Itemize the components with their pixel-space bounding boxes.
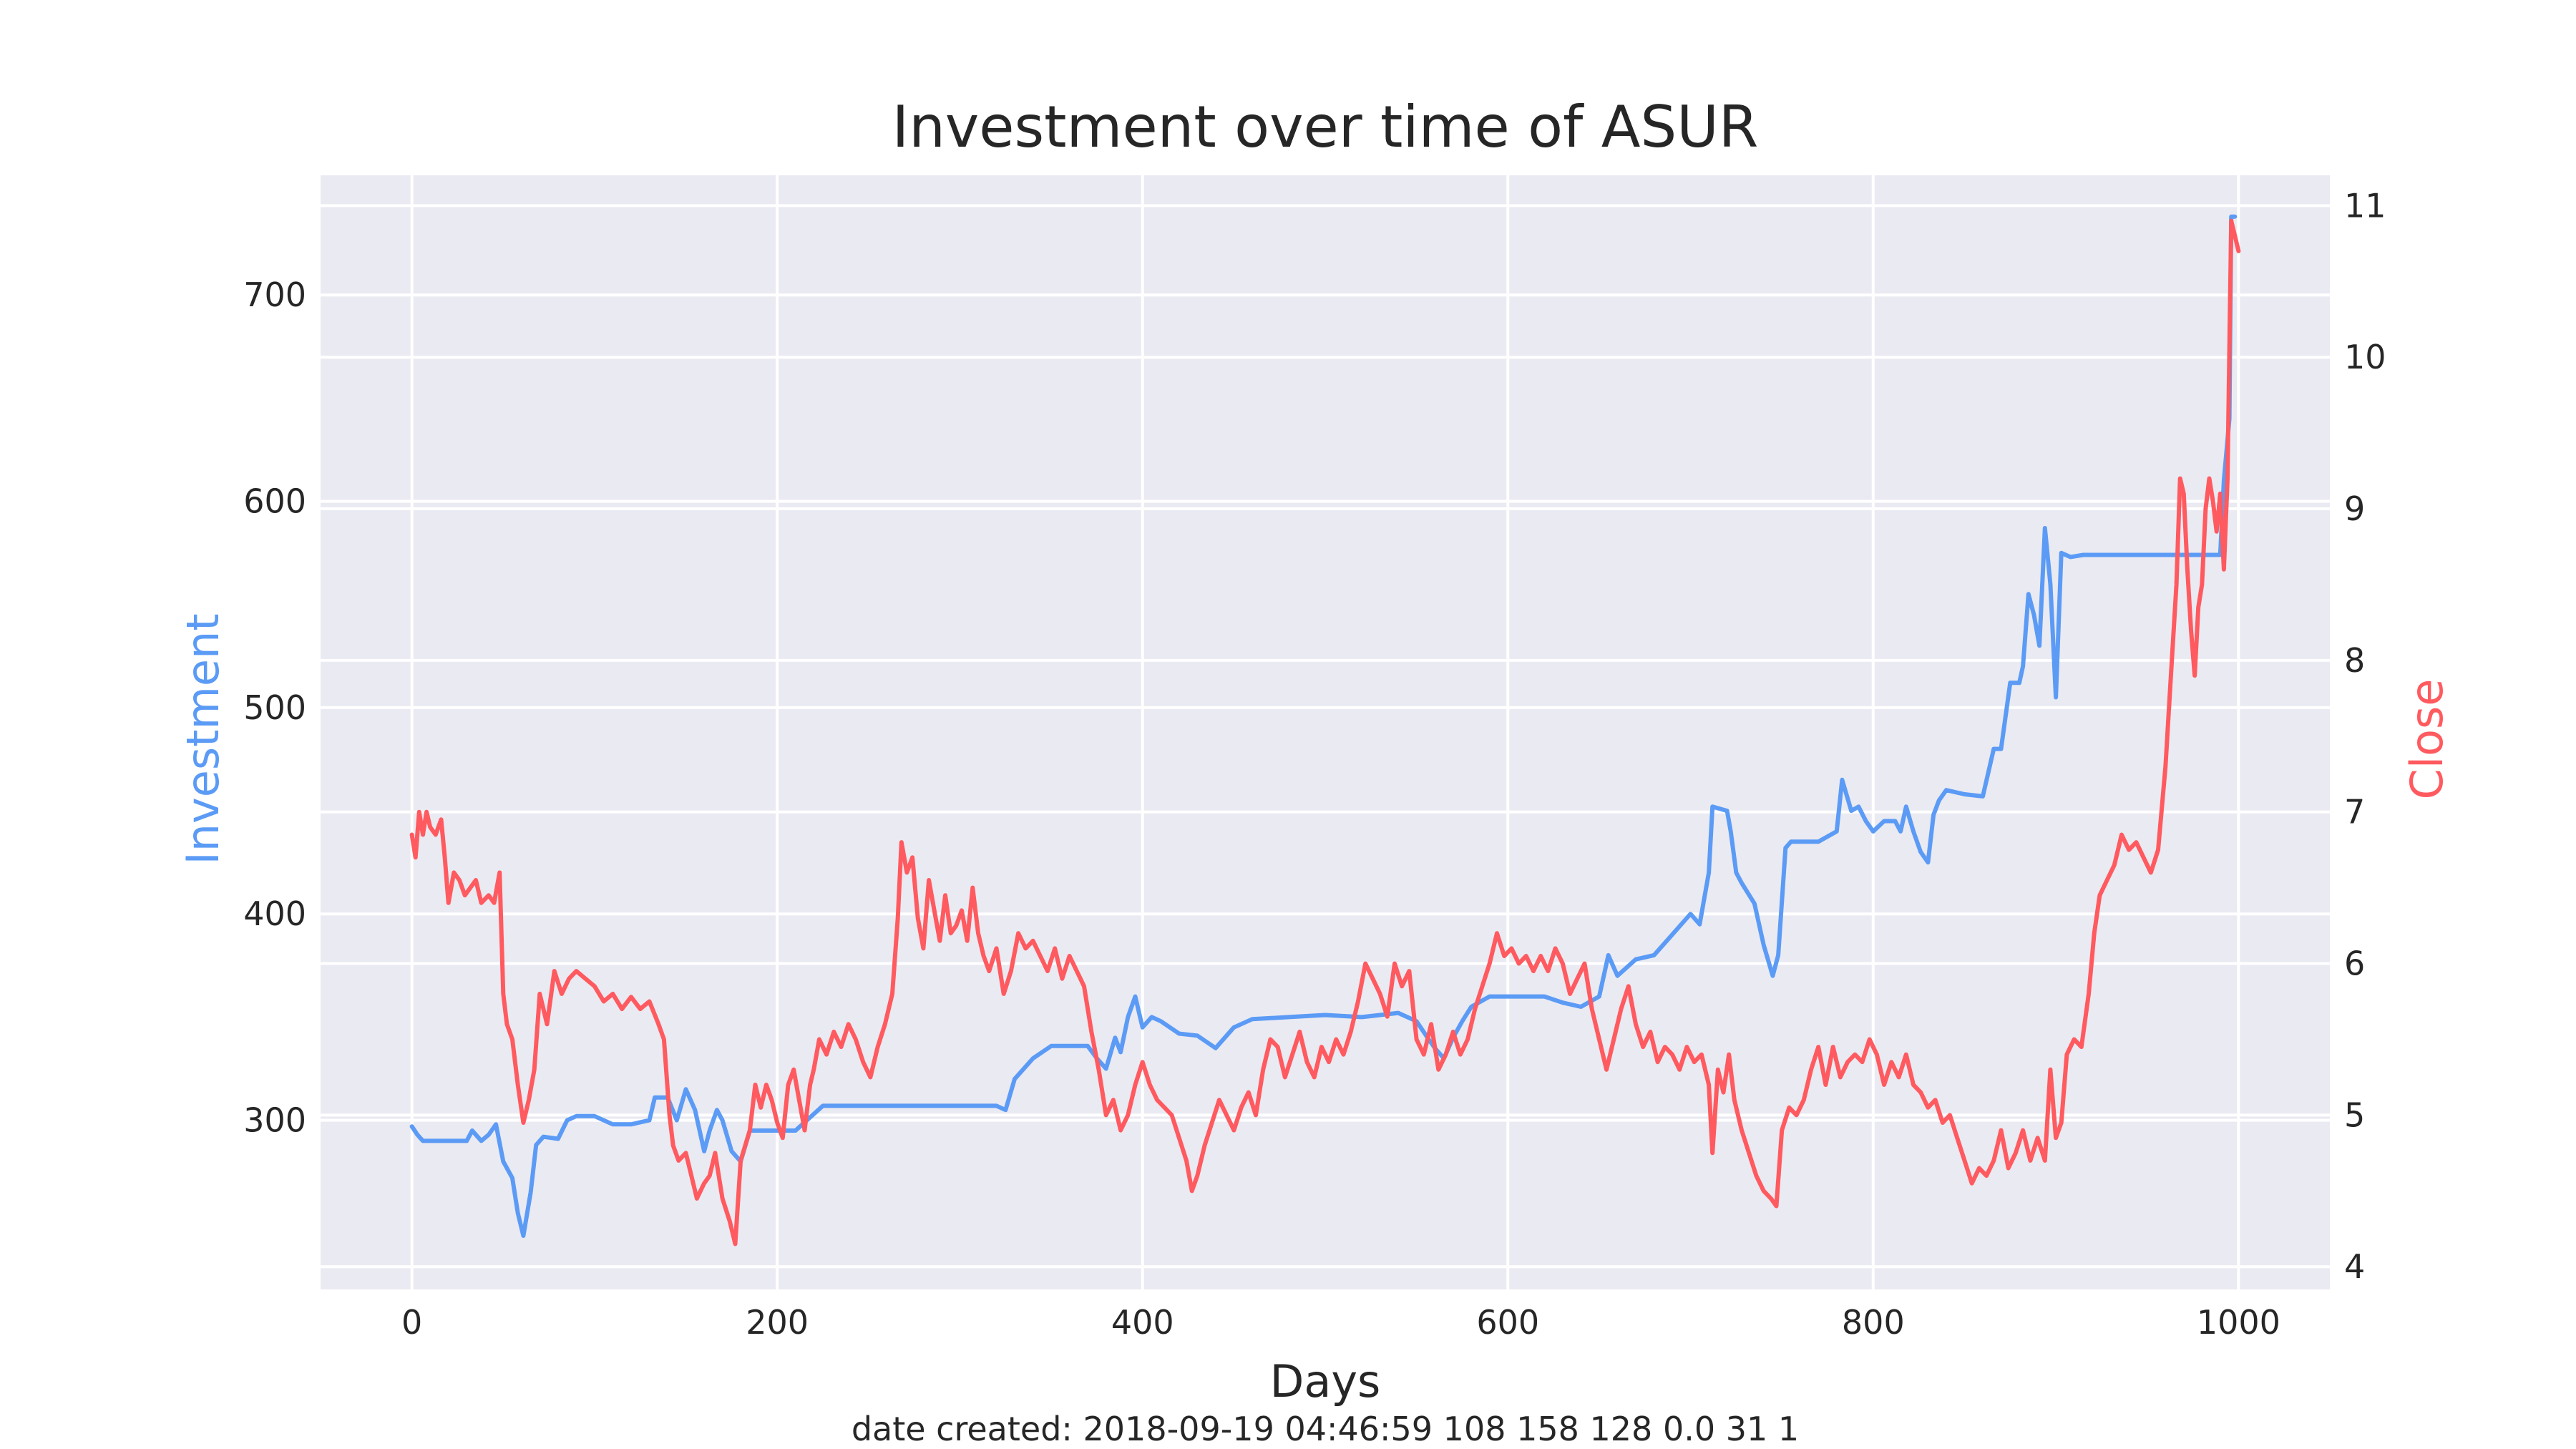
x-tick-label: 0 — [401, 1303, 422, 1342]
x-tick-label: 800 — [1842, 1303, 1905, 1342]
y-tick-label-left: 300 — [243, 1101, 306, 1140]
tick-labels: 0 200 400 600 800 1000 300 400 500 600 700 4 5 6 7 8 9 10… — [243, 186, 2386, 1342]
x-axis-label: Days — [1270, 1355, 1381, 1407]
x-tick-label: 600 — [1476, 1303, 1539, 1342]
y-tick-label-right: 6 — [2344, 945, 2365, 983]
y-axis-label-right: Close — [2401, 679, 2453, 800]
close-line — [409, 218, 2241, 1246]
y-tick-label-right: 8 — [2344, 641, 2365, 680]
y-tick-label-right: 10 — [2344, 338, 2386, 376]
chart-title: Investment over time of ASUR — [892, 94, 1759, 160]
y-tick-label-right: 9 — [2344, 489, 2365, 528]
y-tick-label-left: 700 — [243, 275, 306, 314]
y-axis-label-left: Investment — [177, 613, 229, 864]
grid-lines — [321, 175, 2330, 1289]
y-tick-label-left: 400 — [243, 894, 306, 933]
y-tick-label-right: 4 — [2344, 1247, 2365, 1286]
date-created-footnote: date created: 2018-09-19 04:46:59 108 15… — [852, 1410, 1799, 1448]
y-tick-label-left: 500 — [243, 688, 306, 727]
x-tick-label: 400 — [1111, 1303, 1174, 1342]
series-lines — [409, 214, 2241, 1246]
y-tick-label-right: 5 — [2344, 1096, 2365, 1134]
x-tick-label: 200 — [746, 1303, 809, 1342]
y-tick-label-right: 11 — [2344, 186, 2386, 225]
x-tick-label: 1000 — [2197, 1303, 2280, 1342]
y-tick-label-left: 600 — [243, 482, 306, 521]
y-tick-label-right: 7 — [2344, 793, 2365, 831]
